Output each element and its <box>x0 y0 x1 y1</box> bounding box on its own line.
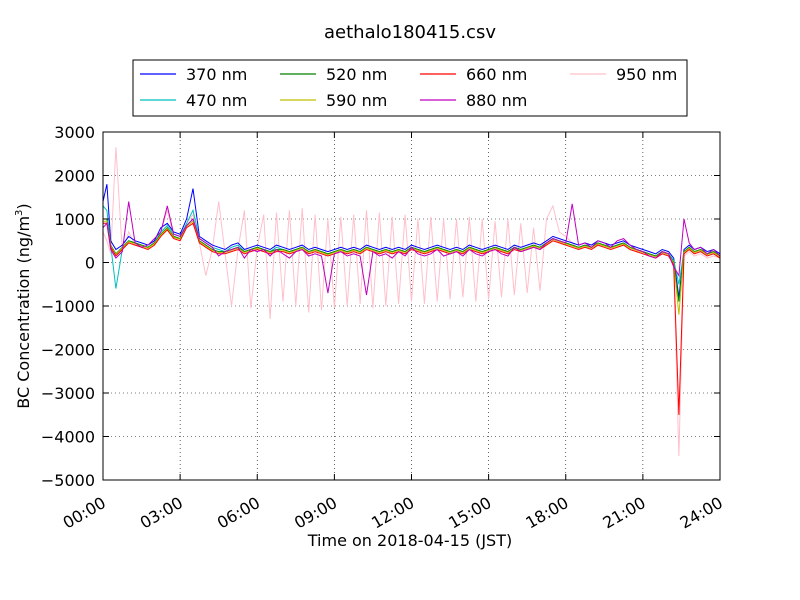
chart-title: aethalo180415.csv <box>324 22 496 43</box>
grid <box>103 132 720 480</box>
legend-label: 950 nm <box>616 65 677 84</box>
series-line-370-nm <box>102 184 721 298</box>
legend-label: 880 nm <box>466 91 527 110</box>
y-tick-label: −4000 <box>41 428 95 447</box>
series-line-660-nm <box>103 222 721 415</box>
y-tick-label: −3000 <box>41 384 95 403</box>
y-axis-label: BC Concentration (ng/m3) <box>14 203 33 408</box>
legend-label: 660 nm <box>466 65 527 84</box>
legend-label: 370 nm <box>186 65 247 84</box>
y-axis-label-superscript: 3 <box>14 210 25 216</box>
y-tick-label: 2000 <box>54 167 95 186</box>
legend-label: 520 nm <box>326 65 387 84</box>
y-axis-label-close: ) <box>14 203 33 209</box>
y-tick-label: −5000 <box>41 471 95 490</box>
y-tick-label: −2000 <box>41 341 95 360</box>
legend-box <box>132 59 688 117</box>
series-lines <box>102 147 721 457</box>
y-tick-label: 0 <box>85 254 95 273</box>
legend-label: 590 nm <box>326 91 387 110</box>
x-axis-label: Time on 2018-04-15 (JST) <box>307 531 512 550</box>
y-tick-label: 1000 <box>54 210 95 229</box>
y-tick-label: 3000 <box>54 123 95 142</box>
y-axis-label-main: BC Concentration (ng/m <box>14 216 33 409</box>
y-tick-label: −1000 <box>41 297 95 316</box>
y-axis-ticks: 3000 2000 1000 0 −1000 −2000 −3000 −4000 −5000 <box>41 123 720 490</box>
legend-label: 470 nm <box>186 91 247 110</box>
legend: 370 nm 470 nm 520 nm 590 nm 660 nm 880 nm 950 … <box>132 59 688 117</box>
series-line-880-nm <box>102 201 721 296</box>
